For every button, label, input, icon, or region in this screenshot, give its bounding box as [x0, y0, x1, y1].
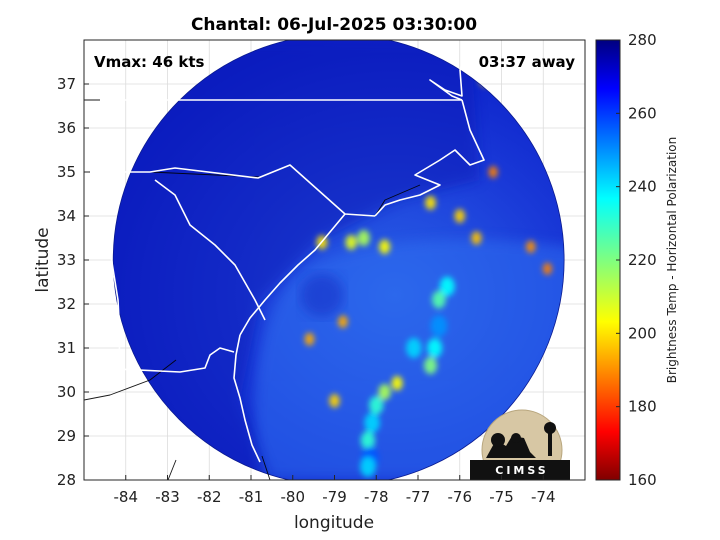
y-tick-label: 29 [57, 427, 76, 445]
convective-cell [345, 234, 357, 250]
storm-center-dry-slot [299, 273, 344, 318]
x-tick-label: -80 [281, 488, 306, 506]
convective-cell [360, 431, 376, 450]
convective-cell [391, 375, 403, 391]
x-tick-label: -83 [155, 488, 180, 506]
convective-cell [432, 290, 446, 309]
convective-cell [542, 262, 553, 275]
colorbar-tick-label: 240 [628, 178, 657, 196]
nc-coastline [374, 99, 485, 217]
x-tick-label: -75 [489, 488, 514, 506]
x-tick-label: -77 [406, 488, 431, 506]
convective-cell [424, 357, 438, 375]
convective-cell [379, 239, 391, 255]
vmax-label: Vmax: 46 kts [94, 53, 204, 71]
convective-cell [360, 456, 376, 477]
colorbar-ticks: 160 180 200 220 240 260 280 [616, 31, 657, 489]
convective-cell [471, 231, 482, 245]
convective-cell [337, 315, 348, 329]
colorbar-tick-label: 160 [628, 471, 657, 489]
convective-cell [369, 395, 384, 415]
y-tick-label: 35 [57, 163, 76, 181]
convective-cell [329, 393, 340, 408]
cimss-logo: CIMSS [470, 409, 570, 480]
y-axis-label: latitude [33, 227, 53, 292]
convective-cell [525, 240, 536, 253]
y-tick-label: 36 [57, 119, 76, 137]
convective-cell [430, 315, 448, 337]
colorbar-tick-label: 180 [628, 398, 657, 416]
convective-cell [427, 338, 443, 358]
convective-cell [357, 229, 370, 247]
y-tick-label: 28 [57, 471, 76, 489]
y-tick-label: 34 [57, 207, 76, 225]
swath-edge [112, 40, 565, 480]
x-tick-label: -76 [448, 488, 473, 506]
sc-ga-border [154, 179, 266, 321]
convective-cell [454, 209, 465, 223]
y-tick-label: 33 [57, 251, 76, 269]
x-axis: -84 -83 -82 -81 -80 -79 -78 -77 -76 -75 -74 [114, 475, 556, 506]
chart-title: Chantal: 06-Jul-2025 03:30:00 [191, 15, 477, 35]
y-tick-label: 31 [57, 339, 76, 357]
convective-cell [364, 412, 380, 433]
time-away-label: 03:37 away [479, 53, 576, 71]
convective-cell [378, 383, 391, 401]
va-coastline [429, 40, 471, 101]
convective-cell [406, 337, 422, 359]
colorbar-tick-label: 220 [628, 251, 657, 269]
al-ga-border [109, 249, 121, 369]
y-tick-label: 30 [57, 383, 76, 401]
convective-cell [425, 195, 436, 210]
colorbar-tick-label: 280 [628, 31, 657, 49]
x-tick-label: -74 [531, 488, 556, 506]
y-axis: 28 29 30 31 32 33 34 35 36 37 [57, 75, 89, 489]
x-tick-label: -84 [114, 488, 139, 506]
satellite-dish-icon [491, 433, 505, 447]
colorbar-label: Brightness Temp - Horizontal Polarizatio… [665, 137, 679, 384]
x-tick-label: -81 [239, 488, 264, 506]
ga-coastline [233, 334, 261, 463]
x-tick-label: -79 [322, 488, 347, 506]
y-tick-label: 37 [57, 75, 76, 93]
colorbar-tick-label: 200 [628, 324, 657, 342]
ga-fl-border [95, 347, 235, 373]
convective-cell [488, 165, 498, 179]
brightness-swath [113, 40, 565, 480]
colorbar-tick-label: 260 [628, 104, 657, 122]
cimss-logo-text: CIMSS [495, 464, 548, 477]
map-borders [84, 40, 485, 480]
convective-cell [304, 332, 315, 346]
y-tick-label: 32 [57, 295, 76, 313]
land-region [113, 40, 480, 480]
sc-coastline [239, 213, 346, 336]
x-axis-label: longitude [294, 513, 374, 533]
x-tick-label: -82 [197, 488, 222, 506]
convective-cell [439, 276, 455, 297]
x-tick-label: -78 [364, 488, 389, 506]
